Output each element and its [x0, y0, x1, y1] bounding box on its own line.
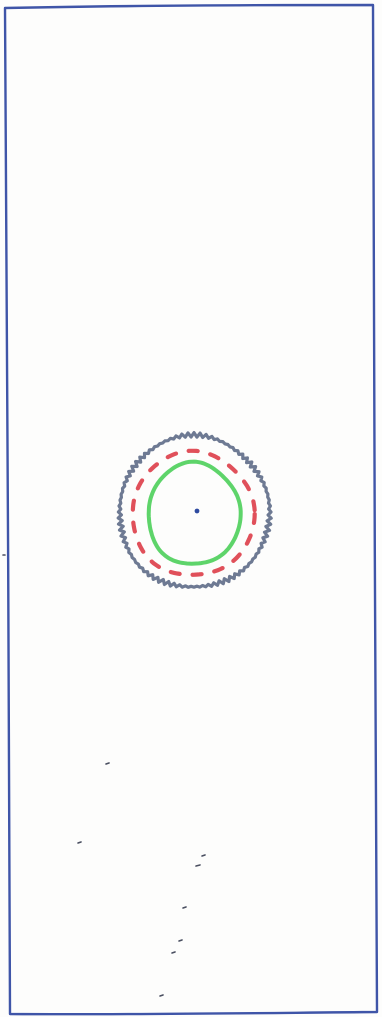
inner-solid-ring: [146, 459, 243, 566]
concentric-rings-diagram: [116, 431, 273, 589]
dashed-middle-ring: [130, 448, 257, 577]
speck: [195, 864, 201, 867]
center-dot: [194, 508, 200, 514]
speck: [105, 762, 110, 765]
speck: [182, 906, 187, 909]
speck: [171, 951, 176, 954]
outer-jagged-ring: [116, 431, 273, 589]
speck: [159, 994, 164, 997]
speck: [201, 854, 206, 857]
speck: [77, 841, 82, 844]
speck: [178, 939, 183, 942]
frame-rectangle: [3, 3, 379, 1016]
stray-specks: [2, 554, 206, 997]
